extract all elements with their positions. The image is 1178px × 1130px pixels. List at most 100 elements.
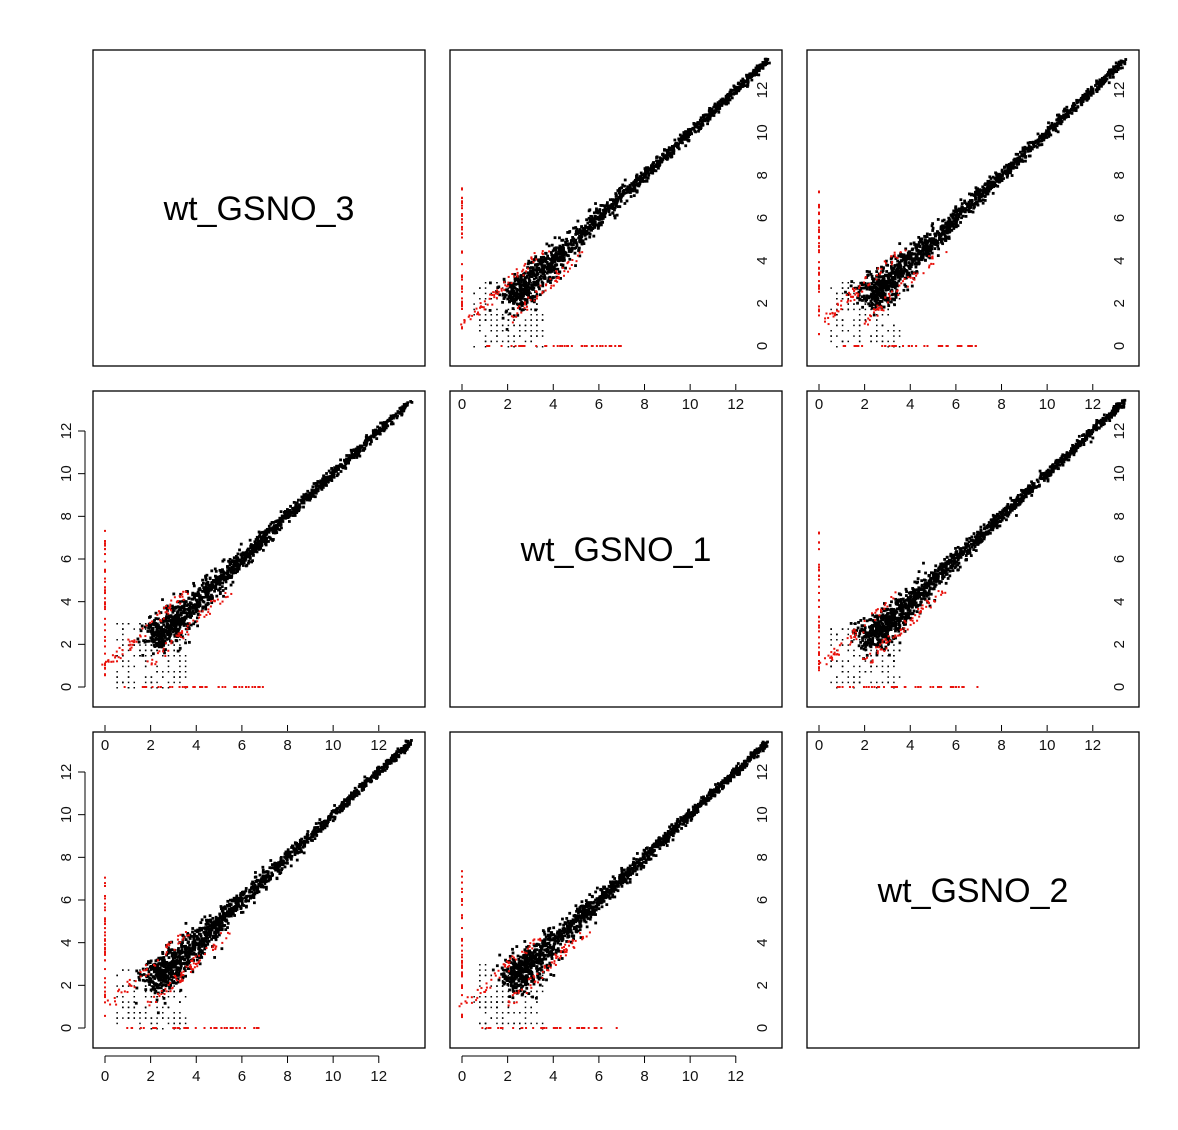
scatter-point	[150, 639, 154, 643]
scatter-point	[906, 251, 910, 255]
scatter-point	[189, 623, 193, 627]
scatter-point	[1076, 105, 1080, 109]
scatter-point	[519, 324, 521, 327]
scatter-point	[256, 544, 260, 548]
scatter-point	[960, 216, 963, 220]
scatter-point	[941, 219, 944, 223]
scatter-point	[1114, 61, 1118, 65]
scatter-panel-1-0	[101, 400, 414, 689]
scatter-point	[520, 280, 523, 284]
scatter-point	[533, 295, 537, 299]
scatter-point-red	[896, 257, 899, 260]
scatter-point	[574, 264, 577, 268]
scatter-point	[913, 262, 917, 266]
scatter-point	[1113, 65, 1117, 69]
scatter-point	[697, 129, 700, 133]
scatter-point	[872, 292, 876, 296]
scatter-point	[530, 286, 534, 290]
scatter-point	[335, 466, 339, 470]
scatter-point	[402, 403, 406, 406]
tick-label: 4	[754, 938, 771, 946]
scatter-point	[167, 625, 170, 629]
scatter-point	[507, 314, 510, 316]
scatter-point	[513, 272, 517, 276]
scatter-point	[967, 208, 971, 212]
scatter-point	[179, 592, 183, 596]
scatter-point	[971, 210, 975, 214]
scatter-point	[1090, 85, 1093, 89]
scatter-point	[484, 335, 487, 337]
scatter-point	[512, 301, 515, 305]
scatter-point	[836, 314, 838, 316]
scatter-point	[578, 237, 582, 241]
scatter-point	[555, 255, 558, 259]
scatter-point-red	[476, 313, 479, 316]
scatter-point	[536, 303, 538, 305]
scatter-point	[970, 198, 974, 202]
scatter-point	[161, 618, 165, 622]
scatter-point	[841, 340, 844, 343]
scatter-point	[218, 568, 222, 572]
scatter-point	[748, 72, 752, 76]
scatter-point	[530, 272, 534, 276]
scatter-point	[858, 298, 861, 300]
scatter-point	[479, 298, 481, 300]
scatter-point	[249, 552, 253, 556]
scatter-point-red	[483, 300, 486, 303]
scatter-point	[546, 262, 550, 266]
scatter-point	[163, 619, 167, 623]
scatter-point	[287, 515, 291, 519]
scatter-point	[955, 218, 958, 222]
scatter-point	[240, 554, 244, 558]
scatter-point-red	[583, 345, 586, 347]
scatter-point	[158, 632, 162, 636]
scatter-point-red	[523, 345, 526, 347]
scatter-point	[484, 340, 487, 343]
scatter-point	[677, 147, 681, 151]
scatter-point-red	[931, 255, 934, 258]
scatter-point	[333, 466, 337, 470]
scatter-point	[898, 335, 901, 337]
panel-frame-1-1	[449, 390, 783, 708]
scatter-point-red	[854, 288, 857, 291]
scatter-point	[193, 603, 197, 607]
scatter-point	[515, 302, 519, 306]
scatter-point	[544, 257, 548, 260]
scatter-point	[893, 324, 895, 327]
scatter-point-red	[473, 310, 476, 313]
scatter-point-red	[477, 311, 480, 314]
scatter-point	[336, 468, 340, 471]
scatter-point	[897, 269, 901, 273]
scatter-point	[512, 314, 516, 318]
scatter-point	[847, 330, 850, 332]
scatter-point	[216, 579, 220, 583]
scatter-point	[858, 292, 861, 295]
scatter-point	[715, 107, 719, 111]
scatter-point	[591, 226, 595, 230]
scatter-point	[1108, 73, 1112, 77]
scatter-point	[853, 335, 855, 337]
scatter-point	[868, 270, 871, 274]
scatter-point-red	[461, 285, 463, 288]
scatter-point-red	[850, 295, 853, 298]
scatter-point	[201, 606, 205, 610]
scatter-point	[651, 162, 655, 166]
scatter-point	[530, 324, 532, 327]
scatter-point-red	[879, 305, 882, 308]
scatter-point	[180, 619, 184, 623]
scatter-point	[608, 213, 612, 216]
scatter-point	[995, 174, 999, 177]
scatter-point	[519, 298, 522, 302]
scatter-point	[194, 592, 197, 596]
scatter-point	[934, 238, 937, 242]
scatter-point	[1020, 158, 1024, 162]
scatter-point	[733, 87, 737, 90]
scatter-point	[256, 537, 260, 541]
scatter-point	[619, 196, 623, 200]
scatter-point	[504, 293, 508, 297]
scatter-point	[725, 93, 729, 97]
scatter-point	[973, 202, 977, 206]
scatter-point	[285, 508, 289, 511]
scatter-point-red	[500, 289, 503, 292]
scatter-point	[1117, 62, 1121, 66]
